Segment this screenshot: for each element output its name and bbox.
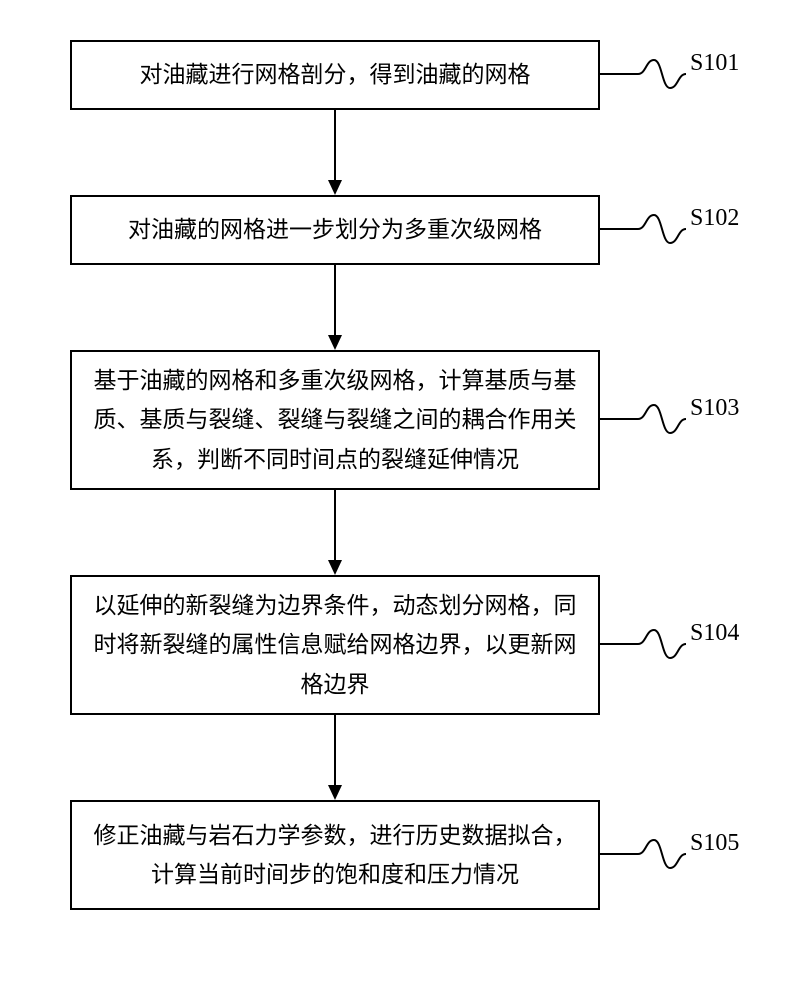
squiggle-connector bbox=[600, 207, 690, 251]
step-s105: 修正油藏与岩石力学参数，进行历史数据拟合，计算当前时间步的饱和度和压力情况 bbox=[70, 800, 600, 910]
arrow-3-4 bbox=[325, 490, 345, 575]
squiggle-connector bbox=[600, 832, 690, 876]
step-text: 对油藏进行网格剖分，得到油藏的网格 bbox=[140, 55, 531, 94]
arrow-1-2 bbox=[325, 110, 345, 195]
step-text: 基于油藏的网格和多重次级网格，计算基质与基质、基质与裂缝、裂缝与裂缝之间的耦合作… bbox=[90, 361, 580, 478]
step-s101: 对油藏进行网格剖分，得到油藏的网格 bbox=[70, 40, 600, 110]
squiggle-connector bbox=[600, 622, 690, 666]
step-label-s104: S104 bbox=[690, 620, 739, 647]
squiggle-connector bbox=[600, 397, 690, 441]
step-s104: 以延伸的新裂缝为边界条件，动态划分网格，同时将新裂缝的属性信息赋给网格边界，以更… bbox=[70, 575, 600, 715]
step-s102: 对油藏的网格进一步划分为多重次级网格 bbox=[70, 195, 600, 265]
step-label-s101: S101 bbox=[690, 50, 739, 77]
step-label-s102: S102 bbox=[690, 205, 739, 232]
arrow-4-5 bbox=[325, 715, 345, 800]
arrow-2-3 bbox=[325, 265, 345, 350]
step-label-s105: S105 bbox=[690, 830, 739, 857]
step-text: 以延伸的新裂缝为边界条件，动态划分网格，同时将新裂缝的属性信息赋给网格边界，以更… bbox=[90, 586, 580, 703]
step-label-s103: S103 bbox=[690, 395, 739, 422]
step-s103: 基于油藏的网格和多重次级网格，计算基质与基质、基质与裂缝、裂缝与裂缝之间的耦合作… bbox=[70, 350, 600, 490]
flowchart-diagram: 对油藏进行网格剖分，得到油藏的网格 S101 对油藏的网格进一步划分为多重次级网… bbox=[0, 0, 790, 1000]
step-text: 修正油藏与岩石力学参数，进行历史数据拟合，计算当前时间步的饱和度和压力情况 bbox=[90, 816, 580, 894]
squiggle-connector bbox=[600, 52, 690, 96]
step-text: 对油藏的网格进一步划分为多重次级网格 bbox=[128, 210, 542, 249]
